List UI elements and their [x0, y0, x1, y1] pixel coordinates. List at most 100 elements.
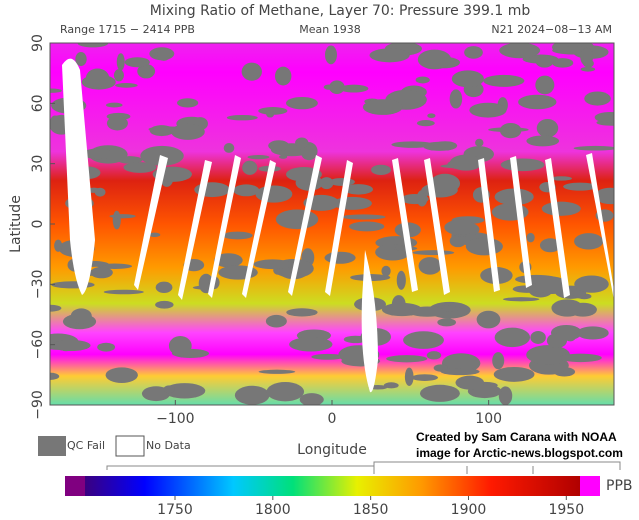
qc-fail-area [112, 210, 121, 230]
mean: Mean 1938 [299, 23, 360, 36]
qc-fail-area [253, 259, 292, 270]
qc-fail-area [412, 250, 455, 256]
qc-fail-area [329, 80, 345, 95]
qc-fail-area [369, 48, 410, 63]
qc-fail-area [580, 66, 596, 72]
x-tick-label: −100 [156, 411, 194, 427]
qc-fail-area [54, 239, 63, 252]
qc-fail-area [105, 367, 138, 383]
qc-fail-area [258, 369, 296, 374]
qc-fail-area [233, 184, 260, 197]
credit: image for Arctic-news.blogspot.com [416, 446, 623, 460]
qc-fail-area [311, 353, 345, 360]
qc-fail-area [274, 66, 292, 86]
qc-fail-area [123, 162, 157, 173]
qc-fail-area [546, 333, 568, 349]
bracket [106, 461, 621, 474]
qc-fail-area [234, 385, 270, 405]
qc-fail-area [417, 49, 452, 70]
qc-fail-area [499, 43, 541, 59]
qc-fail-area [416, 120, 435, 127]
qc-fail-area [451, 70, 484, 88]
x-axis-label: Longitude [297, 442, 367, 458]
qc-fail-area [51, 339, 91, 352]
qc-fail-area [362, 99, 403, 115]
qc-fail-area [493, 366, 535, 382]
qc-fail-area [349, 221, 385, 232]
qc-fail-area [574, 275, 609, 293]
qc-fail-area [400, 193, 429, 205]
colorbar-tick-label: 1850 [353, 502, 389, 518]
qc-fail-area [247, 155, 270, 160]
qc-fail-area [155, 281, 173, 293]
qc-fail-area [518, 94, 557, 110]
qc-fail-area [85, 68, 110, 88]
qc-fail-area [542, 240, 557, 251]
qc-fail-area [500, 158, 545, 172]
qc-fail-area [411, 374, 439, 381]
qc-fail-area [90, 266, 113, 279]
colorbar-tick-label: 1800 [255, 502, 291, 518]
qc-fail-area [268, 140, 290, 152]
qc-fail-area [535, 276, 569, 295]
qc-fail-area [105, 102, 123, 108]
qc-fail-area [258, 107, 288, 115]
qc-fail-area [403, 331, 444, 349]
qc-fail-area [343, 184, 374, 195]
qc-fail-area [70, 308, 92, 324]
qc-fail-area [226, 114, 258, 121]
qc-fail-area [214, 253, 243, 268]
no-data-swatch [115, 435, 145, 457]
map-image [50, 43, 614, 405]
qc-fail-area [584, 91, 611, 106]
y-tick-label: −30 [30, 270, 46, 300]
qc-fail-area [266, 382, 305, 402]
qc-fail-area [109, 214, 136, 219]
qc-fail-area [275, 209, 319, 230]
qc-fail-area [103, 289, 144, 295]
qc-fail-area [576, 326, 609, 340]
qc-fail-area [295, 137, 309, 149]
qc-fail-area [50, 304, 62, 312]
qc-fail-area [396, 270, 406, 290]
qc-fail-area [148, 232, 161, 238]
qc-fail-area [404, 367, 414, 387]
qc-fail-area [559, 353, 602, 363]
qc-fail-area [341, 214, 386, 220]
qc-fail-area [552, 58, 574, 68]
qc-fail-area [536, 118, 559, 138]
qc-fail-area [286, 308, 318, 317]
qc-fail-area [241, 62, 262, 81]
qc-fail-area [163, 385, 175, 394]
qc-fail-area [157, 48, 171, 61]
qc-fail-area [526, 232, 535, 243]
qc-fail-area [164, 383, 206, 399]
qc-fail-area [418, 257, 442, 275]
legend-label: QC Fail [67, 439, 105, 452]
qc-fail-area [449, 89, 463, 109]
qc-fail-area [381, 265, 391, 277]
qc-fail-area [82, 148, 114, 160]
qc-fail-area [115, 83, 138, 88]
qc-fail-area [94, 187, 106, 197]
range: Range 1715 − 2414 PPB [60, 23, 195, 36]
qc-fail-area [223, 143, 235, 153]
qc-fail-area [386, 355, 428, 363]
qc-fail-area [551, 299, 584, 317]
colorbar-unit: PPB [606, 478, 633, 494]
qc-fail-area [266, 110, 275, 118]
qc-fail-area [441, 353, 481, 374]
y-tick-label: 0 [30, 220, 46, 229]
qc-fail-area [502, 297, 540, 302]
colorbar-tick-label: 1950 [548, 502, 584, 518]
qc-fail-area [580, 48, 594, 66]
qc-fail-area [255, 185, 293, 203]
qc-fail-area [371, 164, 391, 176]
qc-fail-area [324, 251, 356, 264]
qc-fail-swatch [38, 436, 66, 456]
qc-fail-area [465, 237, 503, 256]
qc-fail-area [573, 145, 614, 151]
qc-fail-area [50, 372, 60, 381]
qc-fail-area [492, 352, 505, 370]
